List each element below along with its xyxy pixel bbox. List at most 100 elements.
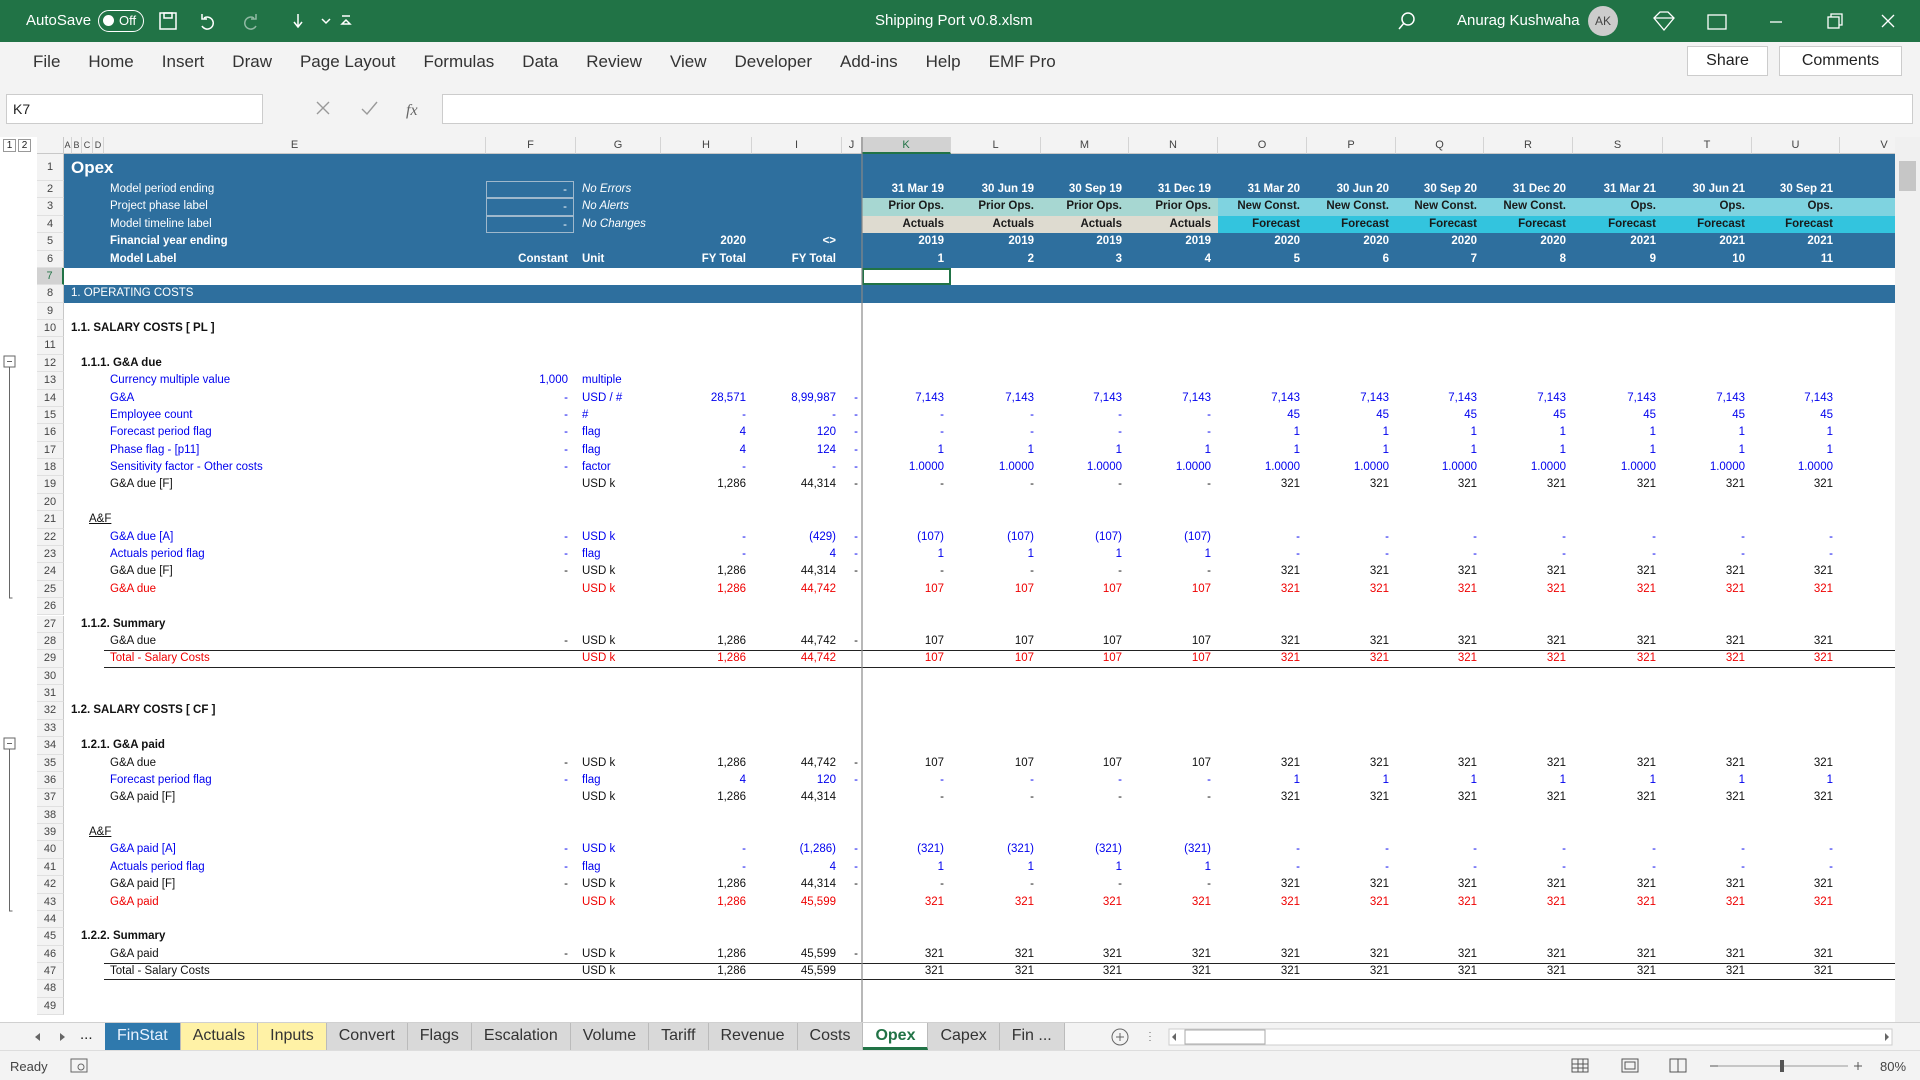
row-number[interactable]: 34 [37, 737, 64, 755]
sheet-tab[interactable]: Fin ... [999, 1023, 1065, 1050]
row-number[interactable]: 6 [37, 250, 64, 268]
column-header[interactable]: F [486, 137, 576, 154]
name-box[interactable]: K7 [6, 94, 263, 124]
file-name[interactable]: Shipping Port v0.8.xlsm [875, 12, 1033, 29]
row-number[interactable]: 40 [37, 841, 64, 859]
selected-cell[interactable] [862, 267, 951, 286]
row-number[interactable]: 10 [37, 320, 64, 338]
column-header[interactable]: L [951, 137, 1041, 154]
row-number[interactable]: 20 [37, 493, 64, 512]
ribbon-tab[interactable]: View [669, 52, 707, 71]
column-header[interactable]: U [1752, 137, 1840, 154]
tab-nav[interactable] [30, 1029, 70, 1045]
user-avatar[interactable]: AK [1588, 6, 1618, 36]
row-number[interactable]: 36 [37, 771, 64, 790]
row-number[interactable]: 13 [37, 372, 64, 390]
autosave-toggle[interactable]: Off [98, 10, 144, 32]
sheet-tab[interactable]: Escalation [471, 1023, 571, 1050]
row-number[interactable]: 21 [37, 511, 64, 529]
ribbon-tab[interactable]: Insert [161, 52, 205, 71]
tab-overflow[interactable]: ... [80, 1026, 93, 1043]
row-number[interactable]: 16 [37, 424, 64, 442]
sheet-tab[interactable]: Inputs [258, 1023, 327, 1050]
row-number[interactable]: 9 [37, 302, 64, 321]
ribbon-tab[interactable]: EMF Pro [988, 52, 1056, 71]
column-header[interactable]: M [1041, 137, 1129, 154]
column-header[interactable]: H [661, 137, 752, 154]
sheet-tab[interactable]: Actuals [180, 1023, 259, 1050]
column-header[interactable]: E [104, 137, 486, 154]
row-number[interactable]: 32 [37, 702, 64, 720]
column-header[interactable]: I [752, 137, 842, 154]
ribbon-tab[interactable]: Home [88, 52, 134, 71]
search-icon[interactable] [1396, 10, 1418, 32]
row-number[interactable]: 17 [37, 441, 64, 460]
row-number[interactable]: 1 [37, 154, 64, 181]
ribbon-tab[interactable]: Data [522, 52, 559, 71]
row-number[interactable]: 12 [37, 354, 64, 373]
row-number[interactable]: 3 [37, 198, 64, 216]
ribbon-tab[interactable]: Add-ins [840, 52, 898, 71]
sheet-tab[interactable]: Costs [797, 1023, 864, 1050]
sheet-tab[interactable]: Convert [326, 1023, 408, 1050]
outline-level-button[interactable]: 1 [3, 139, 16, 152]
column-header[interactable]: G [576, 137, 661, 154]
column-header[interactable]: P [1307, 137, 1396, 154]
row-number[interactable]: 46 [37, 945, 64, 964]
sheet-tab[interactable]: Capex [928, 1023, 1000, 1050]
row-number[interactable]: 25 [37, 580, 64, 599]
row-number[interactable]: 41 [37, 858, 64, 877]
row-number[interactable]: 43 [37, 893, 64, 911]
quick-access-icons[interactable] [158, 10, 358, 32]
column-header[interactable]: T [1663, 137, 1752, 154]
row-number[interactable]: 38 [37, 806, 64, 825]
column-header[interactable]: V [1840, 137, 1895, 154]
sheet-tab[interactable]: Opex [863, 1023, 929, 1050]
row-number[interactable]: 5 [37, 233, 64, 251]
row-number[interactable]: 48 [37, 980, 64, 998]
row-number[interactable]: 37 [37, 789, 64, 807]
ribbon-tab[interactable]: Formulas [423, 52, 495, 71]
row-number[interactable]: 39 [37, 824, 64, 842]
outline-level-button[interactable]: 2 [18, 139, 31, 152]
row-number[interactable]: 15 [37, 406, 64, 425]
row-number[interactable]: 42 [37, 876, 64, 894]
row-number[interactable]: 23 [37, 545, 64, 564]
row-number[interactable]: 18 [37, 459, 64, 477]
column-header[interactable]: B [72, 137, 82, 154]
row-number[interactable]: 35 [37, 754, 64, 772]
row-number[interactable]: 24 [37, 563, 64, 581]
formula-icons[interactable]: fx [300, 96, 430, 122]
row-number[interactable]: 33 [37, 719, 64, 738]
row-number[interactable]: 31 [37, 685, 64, 703]
row-number[interactable]: 45 [37, 928, 64, 946]
row-number[interactable]: 4 [37, 215, 64, 234]
row-number[interactable]: 7 [37, 267, 64, 286]
row-number[interactable]: 19 [37, 476, 64, 494]
column-header[interactable]: Q [1396, 137, 1484, 154]
comments-button[interactable]: Comments [1779, 46, 1902, 76]
row-number[interactable]: 47 [37, 963, 64, 981]
sheet-tab[interactable]: Revenue [708, 1023, 798, 1050]
row-number[interactable]: 27 [37, 615, 64, 633]
column-header[interactable]: A [64, 137, 72, 154]
view-zoom-controls[interactable] [1570, 1056, 1870, 1076]
sheet-tab[interactable]: FinStat [105, 1023, 181, 1050]
ribbon-tab[interactable]: Developer [734, 52, 813, 71]
sheet-tab[interactable]: Volume [570, 1023, 650, 1050]
share-button[interactable]: Share [1687, 46, 1768, 76]
sheet-tab[interactable]: Flags [407, 1023, 472, 1050]
row-number[interactable]: 30 [37, 667, 64, 685]
column-header[interactable]: K [862, 137, 951, 154]
ribbon-tab[interactable]: Help [925, 52, 961, 71]
formula-input[interactable] [442, 94, 1913, 124]
row-number[interactable]: 22 [37, 528, 64, 546]
column-header[interactable]: D [93, 137, 104, 154]
row-number[interactable]: 28 [37, 632, 64, 651]
row-number[interactable]: 26 [37, 598, 64, 616]
ribbon-tab[interactable]: Review [586, 52, 642, 71]
ribbon-tab[interactable]: Page Layout [299, 52, 396, 71]
row-number[interactable]: 44 [37, 910, 64, 929]
column-header[interactable]: N [1129, 137, 1218, 154]
column-header[interactable]: C [82, 137, 93, 154]
